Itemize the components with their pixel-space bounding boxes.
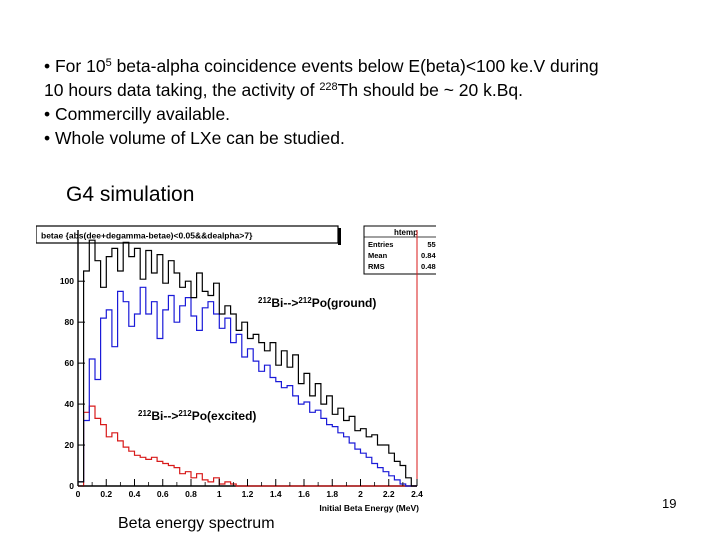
chart-title-box: betae {abs(dee+degamma-betae)<0.05&&deal… bbox=[35, 225, 341, 245]
y-tick-label: 20 bbox=[65, 440, 75, 450]
x-tick-label: 1.6 bbox=[298, 489, 310, 499]
page-number: 19 bbox=[662, 496, 677, 511]
series-ground-line bbox=[78, 286, 417, 487]
y-tick-label: 60 bbox=[65, 358, 75, 368]
x-tick-label: 2 bbox=[358, 489, 363, 499]
stats-entries-label: Entries bbox=[368, 240, 393, 249]
bullet-coincidence: • For 105 beta-alpha coincidence events … bbox=[44, 56, 599, 76]
simulation-label: G4 simulation bbox=[66, 183, 195, 206]
x-tick-label: 1.4 bbox=[270, 489, 282, 499]
x-tick-label: 0.8 bbox=[185, 489, 197, 499]
stats-box: htemp Entries 5519 Mean 0.8418 RMS 0.486… bbox=[363, 225, 449, 275]
bullet-commercial: • Commercilly available. bbox=[44, 104, 231, 124]
x-tick-label: 1 bbox=[217, 489, 222, 499]
x-tick-label: 0 bbox=[76, 489, 81, 499]
x-tick-label: 0.4 bbox=[129, 489, 141, 499]
x-tick-label: 1.8 bbox=[326, 489, 338, 499]
y-tick-label: 40 bbox=[65, 399, 75, 409]
x-axis-label: Initial Beta Energy (MeV) bbox=[319, 503, 419, 513]
y-tick-label: 100 bbox=[60, 276, 74, 286]
bullet-coincidence-line2: 10 hours data taking, the activity of 22… bbox=[44, 80, 524, 100]
chart-caption: Beta energy spectrum bbox=[118, 515, 275, 532]
stats-name: htemp bbox=[394, 228, 418, 237]
bullet-volume: • Whole volume of LXe can be studied. bbox=[44, 128, 345, 148]
x-tick-label: 0.6 bbox=[157, 489, 169, 499]
histogram-plot: betae {abs(dee+degamma-betae)<0.05&&deal… bbox=[35, 222, 449, 522]
series-excited-line bbox=[78, 405, 417, 487]
x-tick-label: 1.2 bbox=[242, 489, 254, 499]
y-tick-label: 80 bbox=[65, 317, 75, 327]
stats-rms-label: RMS bbox=[368, 262, 385, 271]
stats-entries-value: 5519 bbox=[427, 240, 436, 249]
ground-state-annotation: 212Bi-->212Po(ground) bbox=[258, 296, 376, 310]
histogram-svg: betae {abs(dee+degamma-betae)<0.05&&deal… bbox=[35, 225, 449, 513]
stats-mean-value: 0.8418 bbox=[421, 251, 436, 260]
y-tick-label: 0 bbox=[69, 481, 74, 491]
chart-title: betae {abs(dee+degamma-betae)<0.05&&deal… bbox=[41, 231, 253, 241]
stats-rms-value: 0.4862 bbox=[421, 262, 436, 271]
excited-state-annotation: 212Bi-->212Po(excited) bbox=[138, 409, 256, 423]
bullet-list: • For 105 beta-alpha coincidence events … bbox=[44, 54, 704, 150]
series-total-line bbox=[78, 239, 417, 487]
stats-mean-label: Mean bbox=[368, 251, 388, 260]
x-tick-label: 2.2 bbox=[383, 489, 395, 499]
x-tick-label: 2.4 bbox=[411, 489, 423, 499]
x-tick-label: 0.2 bbox=[100, 489, 112, 499]
